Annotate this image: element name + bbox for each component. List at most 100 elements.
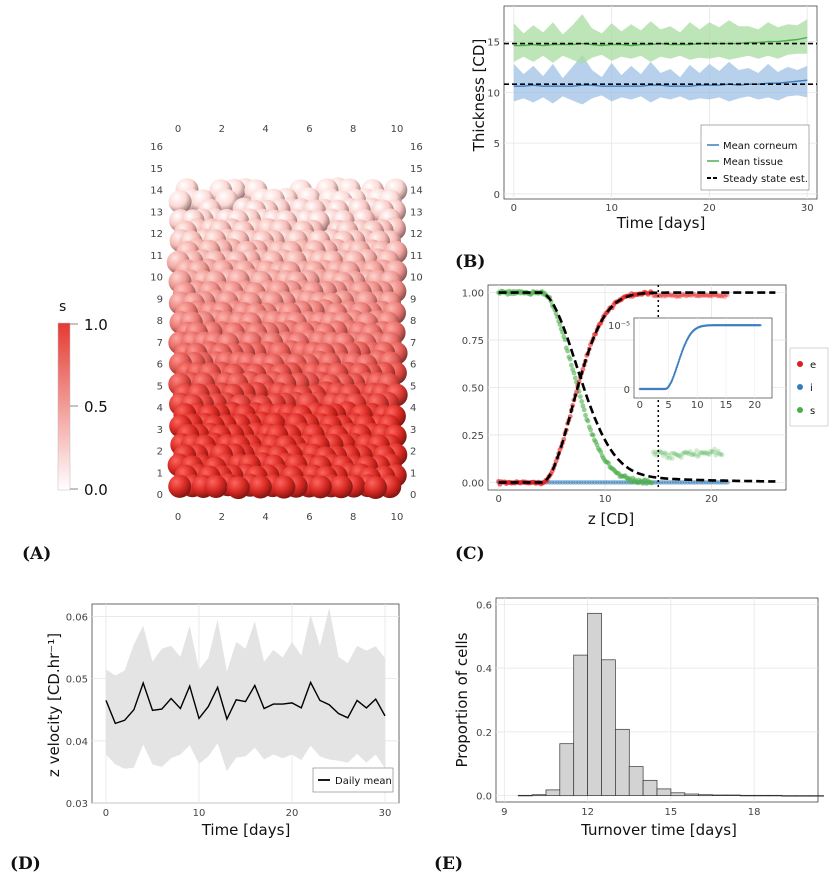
point-s	[659, 450, 665, 456]
x-tick-c: 20	[705, 494, 718, 505]
cell-sphere	[308, 475, 332, 499]
point-s	[717, 451, 722, 457]
y-tick-d: 0.05	[66, 675, 88, 686]
point-e	[707, 293, 712, 299]
point-e	[667, 292, 673, 298]
colorbar-label: s	[59, 299, 66, 315]
point-s	[715, 448, 721, 454]
panel-label-b: (B)	[455, 252, 485, 272]
y-tick-b: 10	[487, 88, 500, 99]
panel-label-e: (E)	[434, 854, 463, 874]
y-tick-c: 0.50	[462, 384, 484, 395]
y-tick-right: 5	[410, 381, 416, 392]
y-tick-right: 10	[410, 273, 423, 284]
point-e	[671, 292, 676, 298]
legend-item-steady: Steady state est.	[723, 174, 808, 185]
point-e	[668, 292, 674, 298]
legend-item-e: e	[810, 360, 816, 371]
y-tick-left: 12	[150, 229, 163, 240]
x-tick-bottom: 4	[262, 512, 268, 523]
legend-item-tissue: Mean tissue	[723, 157, 783, 168]
point-s	[657, 448, 662, 454]
histogram-bar	[753, 794, 769, 797]
y-tick-right: 15	[410, 164, 423, 175]
panel-label-c: (C)	[455, 544, 485, 564]
point-s	[700, 450, 706, 455]
point-s	[681, 450, 687, 456]
point-s	[712, 446, 717, 452]
y-tick-left: 13	[150, 207, 163, 218]
y-tick-left: 15	[150, 164, 163, 175]
y-tick-right: 14	[410, 186, 423, 197]
point-s	[695, 454, 701, 459]
point-s	[713, 452, 719, 458]
y-tick-b: 15	[487, 38, 500, 49]
y-tick-right: 4	[410, 403, 416, 414]
point-s	[590, 432, 596, 438]
point-s	[662, 450, 668, 456]
histogram-bar	[642, 779, 658, 796]
point-e	[675, 293, 680, 299]
y-tick-e: 0.2	[476, 728, 492, 739]
plot-area-e: 0.0 0.2 0.4 0.6 9 12 15 18	[476, 598, 824, 818]
legend-b	[700, 124, 810, 191]
x-tick-top: 10	[391, 124, 404, 135]
y-tick-left: 16	[150, 142, 163, 153]
y-tick-right: 9	[410, 294, 416, 305]
plot-area-b: 0 5 10 15 0 10 20 30	[487, 6, 817, 214]
x-tick-top: 0	[175, 124, 181, 135]
y-tick-right: 13	[410, 207, 423, 218]
y-tick-e: 0.0	[476, 792, 492, 803]
band-mean-corneum	[513, 54, 808, 105]
x-tick-top: 6	[306, 124, 312, 135]
histogram-bar	[698, 794, 713, 797]
point-s	[579, 399, 585, 404]
x-axis-label-b: Time [days]	[616, 214, 706, 232]
point-e	[722, 294, 728, 300]
histogram-bar	[517, 794, 533, 797]
point-s	[708, 448, 713, 454]
x-axis-label-c: z [CD]	[588, 510, 634, 528]
panel-b: 0 5 10 15 0 10 20 30 Thickness [CD] Time [days]…	[455, 5, 818, 272]
point-s	[696, 452, 702, 457]
y-axis-label-d: z velocity [CD.hr⁻¹]	[45, 633, 63, 777]
cell-sphere	[329, 475, 353, 499]
point-e	[695, 293, 701, 298]
x-tick-d: 10	[193, 808, 206, 819]
point-e	[684, 293, 689, 299]
point-s	[649, 480, 655, 486]
y-tick-right: 12	[410, 229, 423, 240]
histogram-bar	[712, 794, 727, 796]
colorbar	[57, 322, 71, 491]
inset-x-tick: 20	[748, 400, 761, 411]
inset-y-tick: 0	[624, 385, 630, 396]
point-e	[658, 293, 664, 299]
point-s	[684, 450, 689, 455]
x-tick-b: 0	[511, 203, 517, 214]
point-s	[692, 452, 698, 458]
inset-line-i	[639, 324, 761, 390]
point-s	[686, 451, 692, 456]
y-tick-e: 0.4	[476, 664, 492, 675]
point-s	[671, 450, 676, 456]
point-e	[689, 293, 694, 298]
point-s	[682, 449, 688, 455]
x-axis-label-d: Time [days]	[201, 821, 291, 839]
point-s	[687, 449, 693, 454]
x-tick-e: 12	[581, 807, 594, 818]
point-e	[672, 292, 678, 298]
histogram-bar	[726, 794, 741, 796]
x-tick-e: 9	[501, 807, 507, 818]
legend-item-corneum: Mean corneum	[723, 141, 798, 152]
histogram-bar	[809, 795, 824, 797]
y-tick-right: 0	[410, 490, 416, 501]
point-e	[682, 293, 688, 298]
series-line-daily-mean	[105, 680, 386, 725]
point-e	[704, 292, 710, 298]
point-e	[574, 389, 579, 395]
point-s	[673, 452, 679, 457]
point-e	[700, 293, 706, 298]
point-s	[689, 452, 694, 458]
